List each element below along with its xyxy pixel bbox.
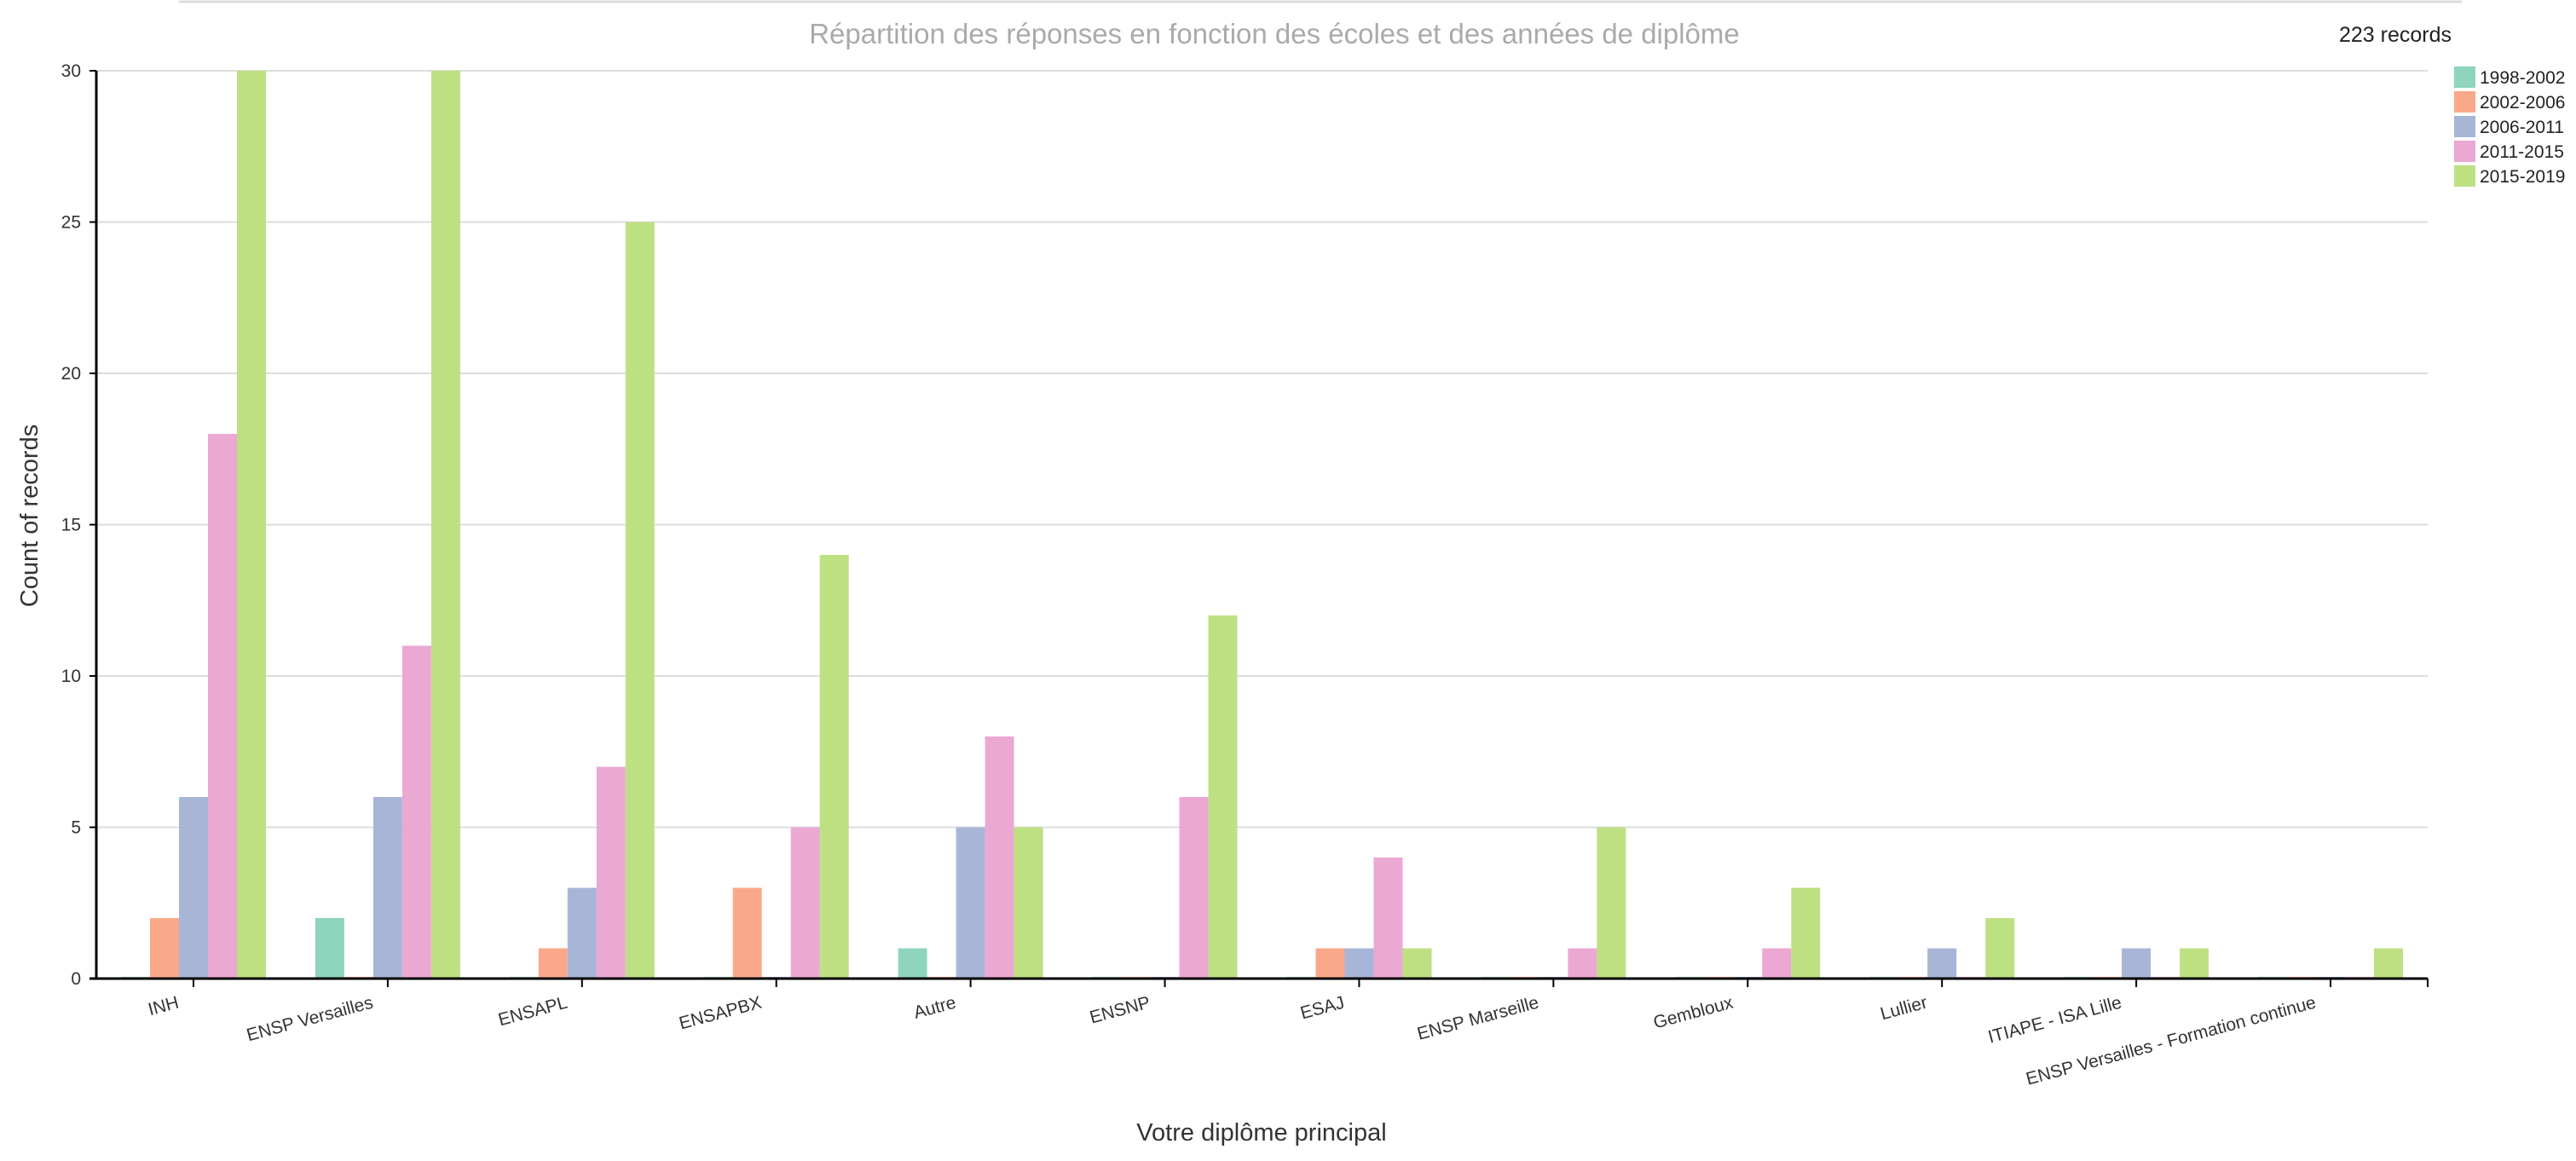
bar <box>1179 797 1209 979</box>
bar <box>1568 948 1597 979</box>
record-count: 223 records <box>2339 23 2452 47</box>
bar <box>625 222 655 979</box>
legend-swatch <box>2454 66 2475 88</box>
y-tick-label: 0 <box>71 969 81 989</box>
bar <box>790 827 820 979</box>
bar <box>150 918 179 979</box>
bar <box>373 797 402 979</box>
bar <box>956 827 985 979</box>
x-tick-label: ENSP Versailles <box>245 993 375 1046</box>
legend-label: 2011-2015 <box>2480 142 2564 162</box>
x-tick-label: ITIAPE - ISA Lille <box>1986 993 2124 1048</box>
bar <box>1208 615 1238 979</box>
bar <box>1344 948 1374 979</box>
bar <box>1315 948 1345 979</box>
bar <box>1791 887 1821 979</box>
legend: 1998-2002 2002-2006 2006-2011 2011-2015 2015… <box>2454 66 2565 187</box>
legend-swatch <box>2454 165 2475 187</box>
bar <box>898 948 927 979</box>
legend-label: 2002-2006 <box>2480 93 2565 113</box>
legend-swatch <box>2454 141 2475 162</box>
bar <box>1373 858 1403 979</box>
y-tick-labels: 0 5 10 15 20 25 30 <box>61 61 81 989</box>
bar <box>1927 948 1957 979</box>
bar <box>208 434 237 979</box>
x-tick-label: Lullier <box>1878 993 1929 1025</box>
bar <box>538 948 568 979</box>
grid-lines <box>96 70 2428 829</box>
x-tick-label: Gembloux <box>1651 992 1736 1032</box>
bar <box>1762 948 1792 979</box>
bar <box>732 887 762 979</box>
bar <box>179 797 208 979</box>
bar <box>1985 918 2015 979</box>
axes <box>90 70 2429 987</box>
y-tick-label: 5 <box>71 818 81 838</box>
bar <box>985 736 1014 979</box>
chart-title: Répartition des réponses en fonction des… <box>809 18 1740 49</box>
bar <box>567 887 597 979</box>
legend-swatch <box>2454 91 2475 113</box>
x-tick-label: ENSNP <box>1088 993 1152 1028</box>
bar <box>1597 827 1626 979</box>
bar <box>401 645 431 979</box>
bars <box>121 71 2403 979</box>
bar <box>2180 948 2209 979</box>
x-tick-label: ENSP Marseille <box>1415 993 1541 1044</box>
y-tick-label: 25 <box>61 213 81 233</box>
x-tick-label: INH <box>146 993 181 1020</box>
legend-label: 2006-2011 <box>2480 118 2564 137</box>
bar <box>237 71 266 979</box>
bar <box>2374 948 2403 979</box>
bar <box>1014 827 1043 979</box>
y-axis-title: Count of records <box>16 425 43 607</box>
y-tick-label: 20 <box>61 364 81 384</box>
bar <box>430 71 460 979</box>
x-tick-labels: INH ENSP Versailles ENSAPL ENSAPBX Autre ENSN… <box>146 992 2318 1089</box>
x-tick-label: ESAJ <box>1298 993 1347 1024</box>
x-axis-title: Votre diplôme principal <box>1136 1119 1386 1147</box>
bar <box>596 766 626 979</box>
bar <box>1402 948 1432 979</box>
bar <box>2122 948 2151 979</box>
y-tick-label: 10 <box>61 667 81 686</box>
x-tick-label: ENSAPBX <box>677 993 764 1034</box>
x-tick-label: ENSAPL <box>496 993 569 1031</box>
y-tick-label: 15 <box>61 516 81 535</box>
bar <box>819 555 849 979</box>
x-tick-label: Autre <box>911 993 957 1023</box>
legend-label: 2015-2019 <box>2480 167 2565 187</box>
legend-swatch <box>2454 116 2475 137</box>
bar <box>315 918 344 979</box>
y-tick-label: 30 <box>61 61 81 81</box>
legend-label: 1998-2002 <box>2480 68 2565 88</box>
